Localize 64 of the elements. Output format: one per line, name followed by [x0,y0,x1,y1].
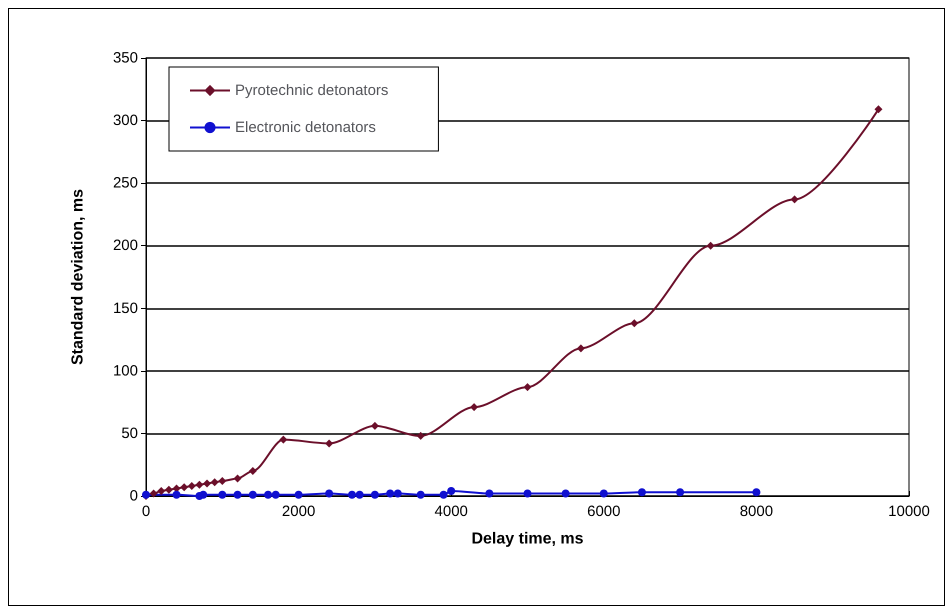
point [234,474,242,482]
point [218,476,226,485]
point [199,490,208,499]
point [150,489,158,498]
y-tick-label: 350 [112,50,138,66]
point [638,488,646,496]
x-tick-label: 0 [142,503,150,520]
point [195,480,204,489]
point [356,490,364,499]
point [218,490,226,499]
point [394,490,402,498]
point [370,490,379,499]
y-tick-label: 200 [112,237,138,254]
legend-label: Electronic detonators [235,119,376,136]
point [157,486,166,495]
point [164,486,173,494]
y-tick-label: 300 [112,112,138,130]
x-tick-label: 4000 [434,503,468,520]
point [234,490,242,499]
point [386,490,394,498]
point [576,344,585,352]
x-tick-label: 2000 [282,503,316,520]
point [447,486,456,495]
point [370,422,379,430]
point [416,432,425,440]
point [630,319,638,328]
point [470,403,478,412]
point [524,383,532,392]
point [325,439,334,448]
point [272,490,280,499]
y-tick-label: 250 [112,174,138,192]
point [264,490,272,499]
point [348,490,356,499]
y-axis-title: Standard deviation, ms [70,188,86,366]
y-tick-label: 50 [121,424,138,442]
point [485,490,494,498]
legend-label: Pyrotechnic detonators [235,82,388,99]
point [676,488,684,496]
point [600,490,608,498]
point [874,105,882,114]
point [562,490,570,498]
point [440,490,448,499]
point [248,466,257,475]
point [188,482,196,490]
y-tick-label: 0 [130,488,138,504]
point [210,478,219,486]
x-tick-label: 6000 [587,503,620,520]
point [752,488,760,496]
point [325,490,334,498]
point [790,195,799,204]
point [248,490,257,499]
point [180,483,188,492]
point [294,490,303,499]
x-axis-title: Delay time, ms [471,530,584,548]
point [279,436,288,444]
x-tick-label: 8000 [740,503,774,520]
point [172,490,181,499]
x-tick-label: 10000 [888,503,930,520]
point [203,479,212,488]
point [416,490,425,499]
y-tick-label: 100 [112,362,138,380]
point [524,490,532,498]
point [706,242,715,250]
y-tick-label: 150 [112,300,138,317]
